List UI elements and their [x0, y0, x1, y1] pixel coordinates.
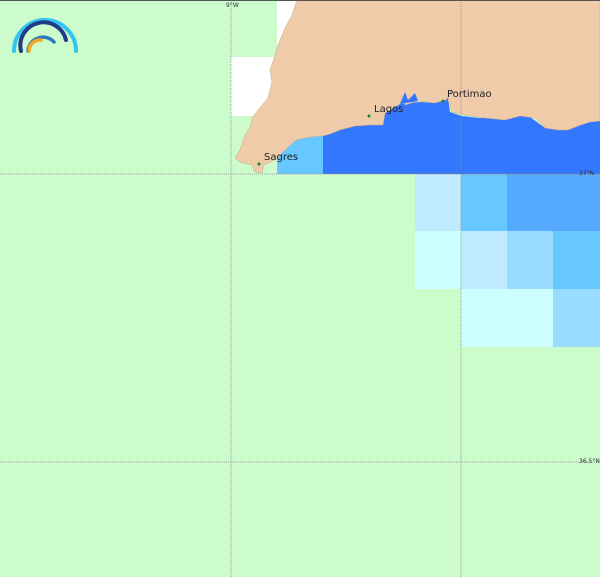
town-marker-portimao	[441, 99, 445, 103]
town-marker-sagres	[257, 162, 261, 166]
wave-cell	[507, 174, 600, 231]
wave-cell	[415, 231, 461, 289]
lat-label-37n: 37°N	[579, 170, 594, 177]
wave-cells	[277, 135, 600, 347]
lon-label-9w: 9°W	[226, 2, 239, 9]
wave-cell	[553, 289, 600, 347]
wave-cell	[461, 231, 507, 289]
wave-cell	[507, 231, 553, 289]
rainbow-arc-logo	[12, 18, 78, 53]
wave-cell	[461, 289, 553, 347]
town-marker-lagos	[367, 114, 371, 118]
wave-cell	[553, 231, 600, 289]
land-portugal	[234, 0, 600, 174]
wave-cell	[415, 174, 461, 231]
coastal-sea	[323, 98, 600, 174]
town-label-lagos[interactable]: Lagos	[374, 104, 403, 115]
town-label-portimao[interactable]: Portimao	[447, 89, 492, 100]
lat-label-36-5n: 36.5°N	[579, 458, 600, 465]
estuary	[400, 92, 418, 104]
town-label-sagres[interactable]: Sagres	[264, 152, 298, 163]
wave-cell	[461, 174, 507, 231]
